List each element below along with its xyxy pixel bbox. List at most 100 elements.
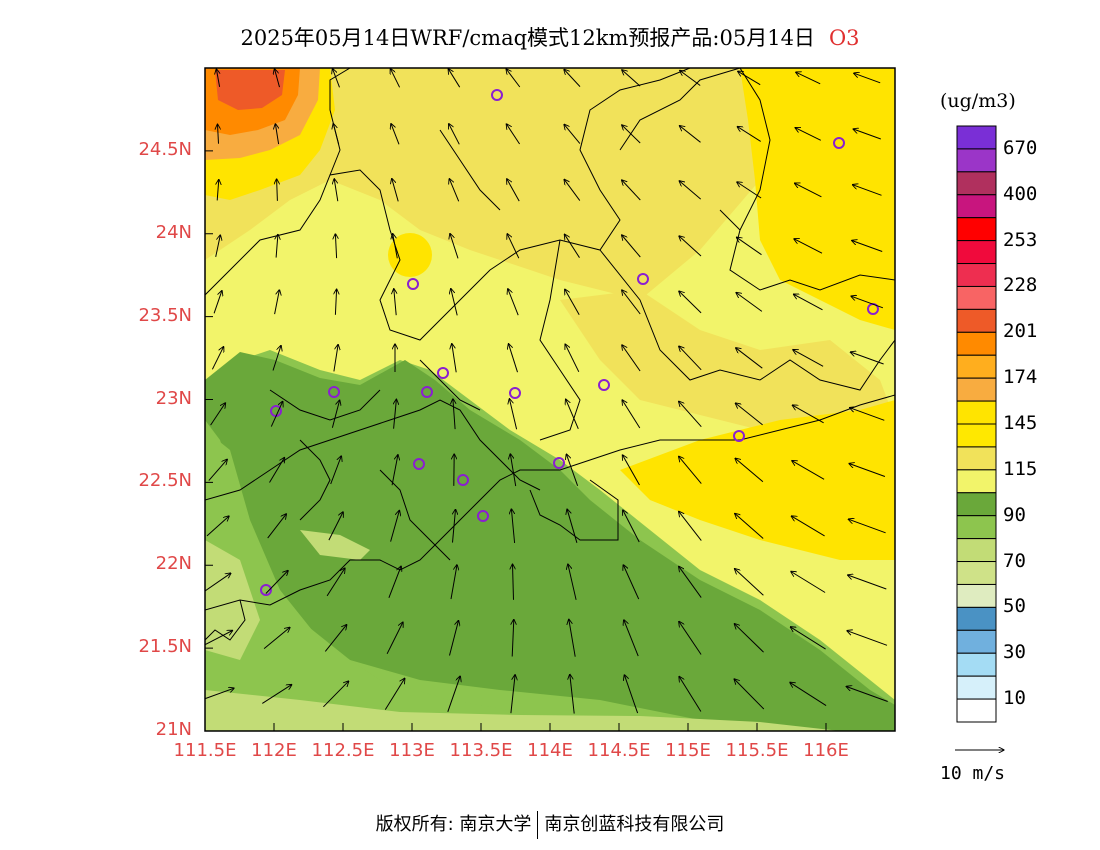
colorbar-label: 50: [1003, 595, 1026, 618]
city-marker: [328, 386, 340, 398]
wind-arrow: [386, 622, 403, 655]
city-marker: [733, 430, 745, 442]
wind-arrow: [208, 459, 227, 481]
wind-arrow: [792, 461, 825, 480]
colorbar-swatch: [956, 423, 997, 448]
wind-arrow: [794, 294, 823, 311]
wind-arrow: [622, 345, 641, 372]
latitude-label: 24.5N: [138, 138, 192, 160]
wind-arrow: [384, 678, 404, 710]
colorbar-label: 400: [1003, 182, 1038, 205]
city-marker: [421, 386, 433, 398]
copyright: 版权所有: 南京大学 南京创蓝科技有限公司: [0, 810, 1100, 839]
wind-arrow: [564, 124, 581, 144]
colorbar-label: 30: [1003, 641, 1026, 664]
wind-arrow: [452, 344, 457, 373]
city-marker: [457, 474, 469, 486]
wind-arrow: [851, 296, 884, 309]
wind-arrow: [334, 179, 339, 202]
wind-arrow: [853, 185, 882, 196]
wind-arrow: [275, 124, 278, 145]
colorbar-label: 145: [1003, 412, 1038, 434]
wind-arrow: [738, 71, 761, 86]
city-marker: [598, 379, 610, 391]
wind-arrow: [394, 399, 397, 429]
colorbar-label: 90: [1003, 503, 1026, 526]
colorbar-swatch: [956, 308, 997, 333]
latitude-label: 21N: [155, 719, 192, 740]
wind-arrow: [217, 180, 219, 201]
wind-arrow: [392, 179, 399, 202]
wind-arrow: [333, 69, 340, 88]
wind-arrow: [210, 403, 226, 426]
wind-arrow: [391, 124, 400, 145]
wind-arrow: [623, 455, 640, 486]
wind-arrow: [568, 564, 577, 600]
colorbar-swatch: [956, 194, 997, 219]
longitude-label: 114E: [527, 740, 573, 761]
wind-arrow: [328, 512, 343, 541]
latitude-label: 21.5N: [138, 636, 192, 658]
wind-arrow: [737, 237, 762, 256]
colorbar-swatch: [956, 285, 997, 310]
wind-arrow: [679, 511, 702, 541]
wind-arrow: [624, 675, 639, 714]
colorbar-swatch: [956, 583, 997, 608]
wind-arrow: [570, 674, 575, 714]
wind-arrow: [262, 685, 291, 704]
wind-arrow: [679, 401, 702, 428]
wind-arrow: [735, 569, 764, 596]
longitude-label: 114.5E: [587, 740, 651, 761]
longitude-label: 112.5E: [311, 740, 375, 761]
colorbar-swatch: [956, 675, 997, 700]
wind-arrow: [737, 127, 761, 142]
wind-arrow: [623, 565, 640, 600]
wind-arrow: [213, 291, 222, 314]
wind-arrow: [267, 514, 287, 539]
colorbar-swatch: [956, 354, 997, 379]
longitude-label: 113.5E: [449, 740, 513, 761]
latitude-label: 23N: [155, 387, 192, 409]
city-marker: [637, 273, 649, 285]
wind-arrow: [453, 399, 455, 430]
wind-arrow: [564, 179, 581, 201]
wind-arrow: [510, 675, 515, 714]
copyright-company: 南京创蓝科技有限公司: [544, 814, 725, 835]
wind-arrow: [622, 70, 641, 87]
wind-arrow: [276, 234, 278, 258]
wind-arrow: [448, 69, 461, 88]
wind-arrow: [507, 179, 520, 202]
colorbar-label: 70: [1003, 549, 1026, 572]
wind-arrow: [215, 235, 221, 258]
copyright-owner: 版权所有: 南京大学: [375, 814, 532, 835]
colorbar-label: 174: [1003, 366, 1038, 389]
colorbar-label: 10: [1003, 687, 1026, 710]
boundary-lines: [205, 68, 895, 641]
wind-arrow: [566, 399, 579, 429]
wind-arrow: [565, 289, 580, 315]
wind-arrow: [269, 458, 285, 483]
wind-arrow: [854, 73, 881, 84]
wind-arrow: [206, 516, 229, 537]
colorbar-swatch: [956, 377, 997, 402]
wind-arrow: [736, 348, 763, 369]
wind-arrow: [734, 679, 765, 710]
city-marker: [833, 137, 845, 149]
wind-arrow: [679, 566, 702, 598]
colorbar-label: 228: [1003, 274, 1038, 297]
wind-arrow: [735, 514, 764, 539]
city-markers: [260, 89, 879, 596]
city-marker: [477, 510, 489, 522]
wind-arrow: [565, 344, 580, 373]
wind-arrow: [795, 128, 822, 141]
wind-vector-field: [205, 69, 888, 714]
wind-arrow: [847, 631, 888, 646]
colorbar-swatch: [956, 606, 997, 631]
wind-arrow: [509, 399, 518, 430]
wind-arrow: [624, 620, 639, 657]
wind-arrow: [622, 125, 641, 144]
colorbar-swatch: [956, 538, 997, 563]
colorbar-swatch: [956, 515, 997, 540]
wind-arrow: [211, 347, 223, 370]
